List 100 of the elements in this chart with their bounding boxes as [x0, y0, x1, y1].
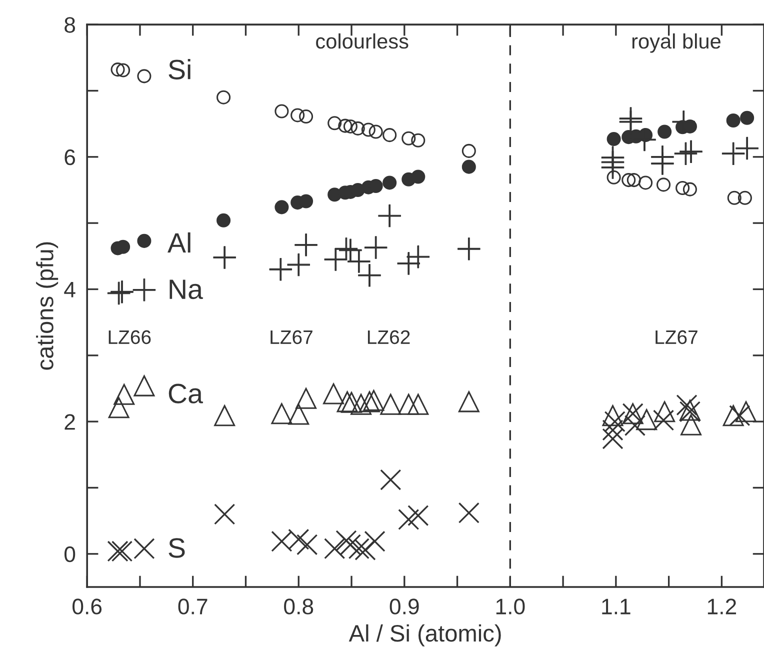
point	[350, 121, 365, 136]
point	[411, 170, 426, 184]
point	[288, 404, 310, 425]
series-label: Ca	[168, 384, 203, 404]
point	[380, 469, 402, 490]
point	[110, 62, 125, 77]
point	[729, 405, 750, 426]
point	[604, 411, 626, 432]
point	[722, 142, 745, 165]
point	[402, 131, 416, 146]
point	[269, 258, 292, 281]
point	[271, 403, 292, 424]
point	[132, 278, 156, 302]
point	[382, 176, 397, 190]
point	[622, 173, 636, 188]
point	[397, 252, 420, 275]
point	[274, 104, 289, 118]
point	[411, 133, 426, 148]
x-tick-label: 1.1	[602, 598, 630, 614]
point	[348, 250, 370, 273]
point	[299, 194, 314, 208]
series-label: S	[168, 538, 185, 558]
point	[336, 530, 357, 552]
x-tick-label: 0.8	[284, 598, 314, 614]
point	[382, 128, 397, 142]
point	[378, 204, 401, 228]
point	[294, 234, 318, 256]
point	[626, 173, 641, 188]
point	[726, 113, 740, 128]
point	[324, 538, 346, 560]
point	[676, 180, 690, 196]
point	[348, 538, 370, 560]
point	[606, 132, 621, 146]
point	[676, 394, 698, 416]
point	[296, 534, 318, 556]
point	[462, 160, 476, 174]
point	[406, 245, 430, 268]
point	[602, 420, 624, 441]
point	[296, 388, 317, 409]
annotation: LZ62	[368, 330, 410, 344]
point	[682, 182, 697, 196]
point	[636, 409, 658, 430]
x-tick-label: 1.0	[496, 598, 525, 614]
annotation: LZ66	[108, 330, 151, 344]
point	[134, 375, 155, 396]
point	[462, 144, 476, 158]
point	[290, 108, 305, 122]
point	[651, 152, 674, 175]
point	[343, 119, 358, 134]
point	[137, 234, 152, 248]
legend-label: Si	[168, 59, 190, 80]
point	[340, 534, 362, 556]
point	[328, 116, 342, 130]
y-axis-title: cations (pfu)	[36, 242, 58, 370]
point	[339, 238, 362, 262]
point	[458, 391, 480, 412]
point	[274, 200, 289, 214]
annotation: LZ67	[270, 330, 312, 344]
y-tick-label: 6	[64, 149, 76, 166]
point	[336, 391, 358, 412]
point	[458, 502, 480, 524]
point	[606, 170, 621, 184]
point	[359, 391, 380, 412]
point	[680, 414, 702, 436]
x-tick-label: 0.6	[72, 598, 102, 614]
point	[358, 264, 381, 287]
point	[364, 236, 388, 259]
point	[638, 176, 653, 190]
x-tick-label: 0.9	[390, 598, 419, 614]
point	[324, 248, 348, 271]
point	[652, 410, 674, 431]
point	[116, 63, 130, 78]
point	[214, 504, 236, 525]
point	[602, 405, 624, 426]
point	[722, 405, 744, 426]
y-tick-label: 4	[64, 282, 76, 298]
point	[398, 394, 420, 415]
point	[736, 136, 758, 160]
y-tick-label: 8	[64, 17, 76, 33]
point	[680, 140, 702, 163]
point	[738, 190, 752, 205]
point	[341, 392, 362, 413]
point	[350, 394, 372, 415]
point	[408, 394, 429, 415]
point	[213, 246, 236, 269]
point	[368, 124, 383, 139]
x-axis-title: Al / Si (atomic)	[348, 624, 501, 646]
x-tick-label: 1.2	[708, 598, 736, 614]
point	[364, 530, 386, 552]
point	[363, 390, 384, 411]
point	[323, 383, 344, 404]
series-label: Al	[168, 232, 190, 253]
point	[216, 213, 231, 228]
series-label: Na	[170, 280, 203, 300]
point	[624, 414, 646, 436]
point	[299, 110, 314, 124]
point	[727, 190, 742, 205]
x-tick-label: 0.7	[178, 598, 208, 614]
point	[602, 428, 624, 450]
point	[287, 253, 310, 276]
